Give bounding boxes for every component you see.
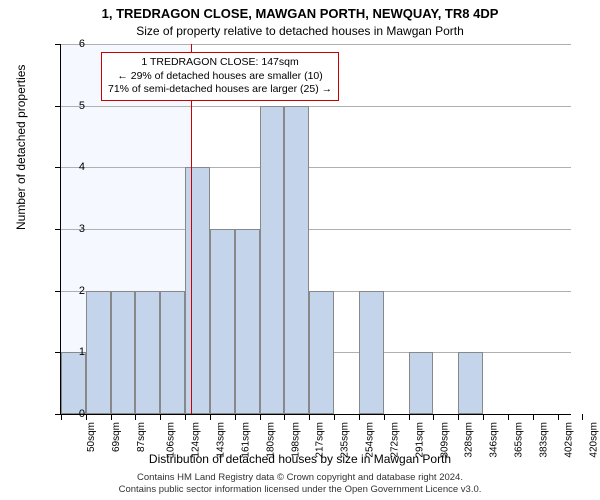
x-tick	[483, 414, 484, 420]
histogram-bar	[359, 291, 384, 414]
histogram-bar	[111, 291, 136, 414]
x-tick	[160, 414, 161, 420]
x-tick	[409, 414, 410, 420]
y-tick-label: 4	[79, 161, 85, 173]
histogram-bar	[135, 291, 160, 414]
histogram-bar	[235, 229, 260, 414]
x-tick-label: 291sqm	[414, 422, 425, 458]
y-tick-label: 6	[79, 38, 85, 50]
x-tick	[433, 414, 434, 420]
x-tick-label: 180sqm	[265, 422, 276, 458]
annotation-line-2: ← 29% of detached houses are smaller (10…	[108, 70, 332, 84]
histogram-bar	[210, 229, 235, 414]
x-tick-label: 161sqm	[241, 422, 252, 458]
x-tick	[558, 414, 559, 420]
annotation-line-3: 71% of semi-detached houses are larger (…	[108, 83, 332, 97]
histogram-bar	[61, 352, 86, 414]
histogram-bar	[86, 291, 111, 414]
grid-line	[61, 106, 571, 107]
x-tick	[309, 414, 310, 420]
x-tick-label: 420sqm	[588, 422, 599, 458]
histogram-bar	[160, 291, 185, 414]
x-tick	[334, 414, 335, 420]
x-tick-label: 198sqm	[290, 422, 301, 458]
x-tick	[284, 414, 285, 420]
x-tick	[359, 414, 360, 420]
x-tick	[384, 414, 385, 420]
x-tick-label: 106sqm	[166, 422, 177, 458]
annotation-box: 1 TREDRAGON CLOSE: 147sqm← 29% of detach…	[101, 52, 339, 101]
annotation-line-1: 1 TREDRAGON CLOSE: 147sqm	[108, 56, 332, 70]
chart-title: 1, TREDRAGON CLOSE, MAWGAN PORTH, NEWQUA…	[0, 6, 600, 21]
x-tick	[582, 414, 583, 420]
x-tick	[86, 414, 87, 420]
y-tick-label: 0	[79, 408, 85, 420]
x-tick-label: 365sqm	[514, 422, 525, 458]
grid-line	[61, 44, 571, 45]
x-tick	[111, 414, 112, 420]
histogram-bar	[185, 167, 210, 414]
x-tick-label: 272sqm	[390, 422, 401, 458]
x-tick-label: 217sqm	[315, 422, 326, 458]
footer-line-1: Contains HM Land Registry data © Crown c…	[0, 472, 600, 484]
x-tick	[61, 414, 62, 420]
x-tick	[135, 414, 136, 420]
x-tick	[210, 414, 211, 420]
footer-attribution: Contains HM Land Registry data © Crown c…	[0, 472, 600, 496]
histogram-bar	[409, 352, 434, 414]
y-tick	[55, 106, 61, 107]
y-tick	[55, 167, 61, 168]
x-tick	[235, 414, 236, 420]
x-tick-label: 235sqm	[340, 422, 351, 458]
chart-container: 1, TREDRAGON CLOSE, MAWGAN PORTH, NEWQUA…	[0, 0, 600, 500]
histogram-bar	[260, 106, 285, 414]
grid-line	[61, 167, 571, 168]
y-tick-label: 3	[79, 223, 85, 235]
histogram-bar	[309, 291, 334, 414]
x-tick	[458, 414, 459, 420]
histogram-bar	[284, 106, 309, 414]
y-tick	[55, 291, 61, 292]
x-tick-label: 69sqm	[111, 422, 122, 452]
x-tick	[508, 414, 509, 420]
x-tick-label: 402sqm	[563, 422, 574, 458]
x-tick-label: 87sqm	[136, 422, 147, 452]
y-tick-label: 5	[79, 100, 85, 112]
x-tick-label: 50sqm	[86, 422, 97, 452]
y-axis-label: Number of detached properties	[14, 65, 28, 230]
y-tick-label: 1	[79, 346, 85, 358]
chart-subtitle: Size of property relative to detached ho…	[0, 24, 600, 38]
x-tick	[185, 414, 186, 420]
x-tick-label: 254sqm	[365, 422, 376, 458]
histogram-bar	[458, 352, 483, 414]
x-tick-label: 309sqm	[439, 422, 450, 458]
y-tick-label: 2	[79, 285, 85, 297]
x-tick-label: 124sqm	[191, 422, 202, 458]
plot-area: 1 TREDRAGON CLOSE: 147sqm← 29% of detach…	[60, 44, 571, 415]
x-tick-label: 346sqm	[489, 422, 500, 458]
y-tick	[55, 229, 61, 230]
x-tick-label: 383sqm	[538, 422, 549, 458]
x-tick	[260, 414, 261, 420]
footer-line-2: Contains public sector information licen…	[0, 484, 600, 496]
grid-line	[61, 229, 571, 230]
y-tick	[55, 44, 61, 45]
x-tick	[533, 414, 534, 420]
x-tick-label: 328sqm	[464, 422, 475, 458]
x-tick-label: 143sqm	[216, 422, 227, 458]
